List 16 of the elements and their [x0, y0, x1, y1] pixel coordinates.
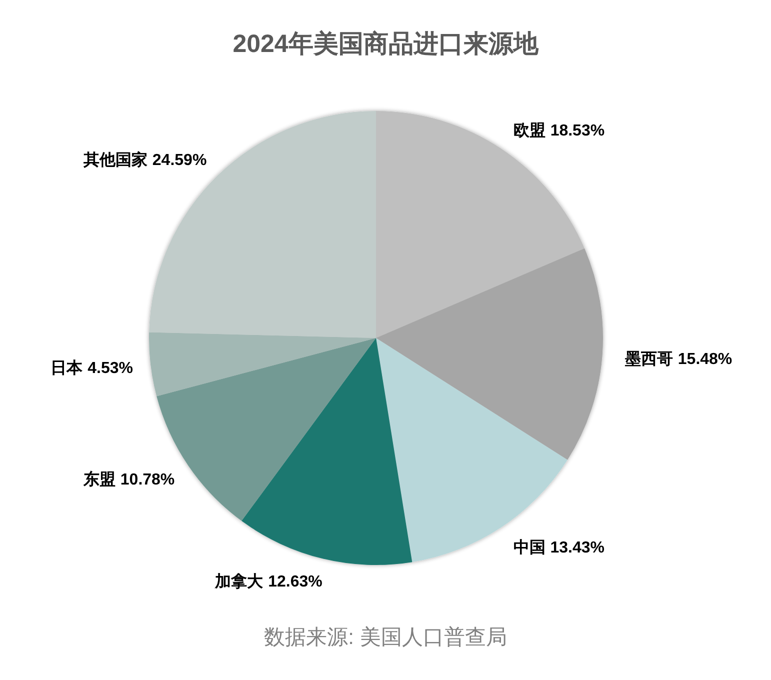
chart-title: 2024年美国商品进口来源地	[232, 30, 538, 58]
category-label: 墨西哥	[624, 351, 673, 368]
data-label: 12.63%	[268, 574, 322, 591]
data-label: 15.48%	[678, 351, 732, 368]
data-label: 18.53%	[550, 122, 605, 140]
data-label: 10.78%	[120, 472, 175, 489]
data-label: 4.53%	[88, 360, 133, 378]
data-label: 24.59%	[152, 152, 207, 170]
category-label: 东盟	[83, 472, 116, 489]
data-label: 13.43%	[550, 540, 605, 557]
category-label: 日本	[50, 360, 83, 378]
category-label: 中国	[513, 540, 546, 557]
category-label: 加拿大	[215, 574, 264, 591]
source-note: 数据来源: 美国人口普查局	[264, 626, 507, 649]
category-label: 其他国家	[83, 152, 148, 170]
category-label: 欧盟	[513, 122, 546, 140]
